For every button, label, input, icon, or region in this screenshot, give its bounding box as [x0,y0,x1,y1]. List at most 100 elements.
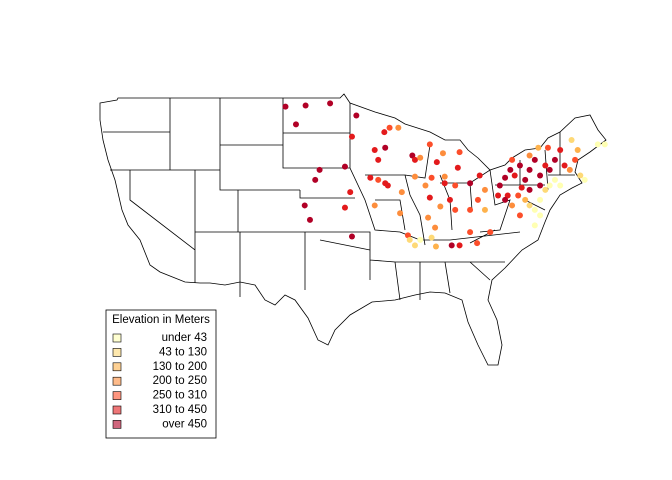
site-point [428,174,435,181]
site-point [341,163,348,170]
site-point [515,192,522,199]
site-point [516,162,523,169]
site-point [516,212,523,219]
site-point [526,152,533,159]
site-point [574,146,581,153]
site-point [439,150,446,157]
site-point [452,182,459,189]
site-point [432,243,439,250]
site-point [386,124,393,131]
site-point [504,192,511,199]
legend-swatch [112,362,122,372]
site-point [375,176,382,183]
site-point [375,156,382,163]
site-point [409,152,416,159]
site-point [348,233,355,240]
site-point [395,124,402,131]
site-point [316,166,323,173]
site-point [509,156,516,163]
legend-box [105,309,217,439]
state-borders [99,93,607,366]
site-point [537,172,544,179]
site-point [306,216,313,223]
site-point [522,196,529,203]
site-point [476,172,483,179]
legend-label: 130 to 200 [153,361,207,373]
site-point [572,156,579,163]
site-point [367,174,374,181]
site-point [531,222,538,229]
site-point [467,229,474,236]
site-point [601,141,608,148]
site-point [481,186,488,193]
site-point [371,202,378,209]
legend-label: 200 to 250 [153,375,207,387]
site-point [542,186,549,193]
site-point [327,100,334,107]
site-point [526,166,533,173]
site-point [347,189,354,196]
legend-swatch [112,348,122,357]
site-point [546,182,553,189]
site-point [537,196,544,203]
site-point [557,182,564,189]
site-point [312,176,319,183]
site-point [537,212,544,219]
site-point [302,102,309,109]
site-point [446,196,453,203]
site-point [531,206,538,213]
us-outline [99,93,607,366]
legend-swatch [112,405,122,415]
site-point [557,146,564,153]
legend-swatch [112,420,122,429]
site-point [535,144,542,151]
site-point [511,172,518,179]
site-point [422,182,429,189]
site-point [467,180,474,187]
site-point [384,182,391,189]
legend-swatch [112,333,122,343]
site-point [537,182,544,189]
site-point [561,162,568,169]
site-point [452,206,459,213]
site-point [566,166,573,173]
legend-label: 43 to 130 [159,346,207,358]
site-point [371,146,378,153]
legend-label: under 43 [162,332,207,344]
site-point [441,173,448,180]
site-point [282,103,289,110]
site-point [481,206,488,213]
site-point [448,242,455,249]
site-point [454,164,461,171]
site-point [406,236,413,243]
site-point [467,206,474,213]
legend-swatch [112,391,122,400]
site-point [551,156,558,163]
site-point [382,144,389,151]
site-point [411,156,418,163]
site-point [496,182,503,189]
legend-label: 310 to 450 [153,404,207,416]
site-point [398,189,405,196]
legend-title: Elevation in Meters [112,314,210,326]
site-point [456,149,463,156]
site-point [542,162,549,169]
site-point [522,176,529,183]
site-point [526,202,533,209]
site-point [433,159,440,166]
site-point [526,186,533,193]
site-point [456,242,463,249]
sites [282,100,608,250]
legend-swatch [112,376,122,386]
site-point [502,196,509,203]
site-point [509,202,516,209]
site-point [474,240,481,247]
site-point [432,224,439,231]
site-point [417,236,424,243]
site-point [341,204,348,211]
site-point [487,229,494,236]
legend-label: 250 to 310 [153,390,207,402]
site-point [417,154,424,161]
site-point [551,176,558,183]
